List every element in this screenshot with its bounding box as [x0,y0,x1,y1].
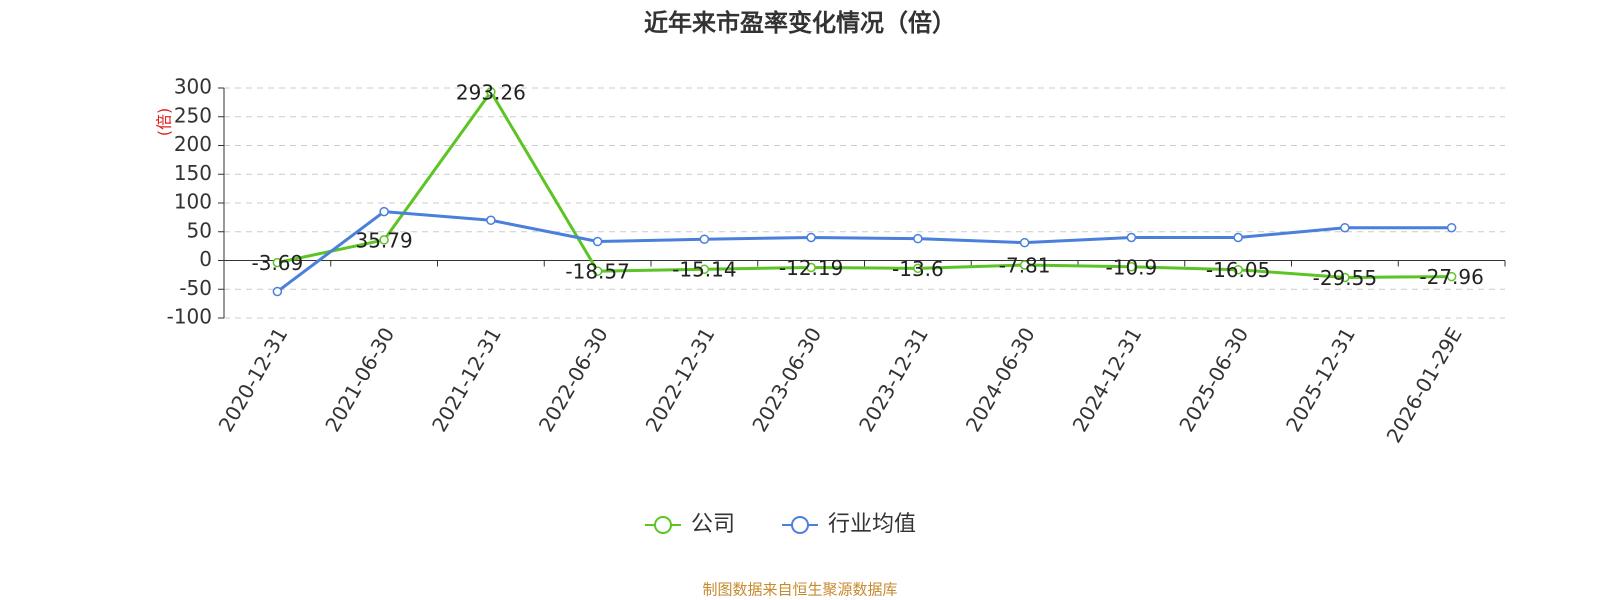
y-tick-label: -50 [179,276,212,300]
x-tick-label: 2022-12-31 [641,323,720,436]
point [1019,237,1030,248]
point [272,286,283,297]
point [1446,271,1457,282]
y-axis-label: (倍) [155,108,174,137]
x-tick-label: 2024-12-31 [1068,323,1147,436]
y-tick-label: 300 [174,75,212,99]
point [272,257,283,268]
data-label: -3.69 [252,251,304,275]
point [486,215,496,225]
data-label: -18.57 [565,260,629,284]
data-label: -27.96 [1419,265,1483,289]
point [913,263,923,274]
x-tick-label: 2024-06-30 [961,323,1040,436]
point [699,264,710,274]
point [1233,232,1243,243]
point [592,266,603,276]
point [1126,262,1137,272]
y-tick-label: 150 [174,161,212,185]
data-label: 293.26 [456,80,526,104]
x-tick-label: 2020-12-31 [214,323,293,436]
point [379,235,389,245]
point [699,234,710,244]
data-label: -15.14 [672,258,736,282]
y-tick-label: 100 [174,190,212,214]
y-tick-label: 250 [174,103,212,127]
data-label: 35.79 [355,228,412,252]
series-line [276,210,1452,293]
point [806,262,816,273]
data-label: -29.55 [1313,266,1377,290]
series-line [277,89,1452,279]
legend-label: 行业均值 [828,512,916,537]
point [1126,232,1137,243]
point [1340,222,1350,233]
legend-marker [791,516,809,534]
point [1019,260,1030,270]
legend-label: 公司 [691,512,735,537]
x-tick-label: 2023-12-31 [854,323,933,436]
point [379,206,389,217]
data-label: -16.05 [1206,258,1270,282]
source-note: 制图数据来自恒生聚源数据库 [702,581,897,599]
x-tick-label: 2023-06-30 [747,323,826,436]
data-label: -10.9 [1106,255,1158,279]
y-tick-label: 50 [187,218,212,242]
y-tick-label: -100 [167,305,212,329]
x-tick-label: 2021-12-31 [427,323,506,436]
data-label: -12.19 [779,256,843,280]
point [592,236,603,247]
y-tick-label: 0 [199,247,212,271]
point [486,87,496,97]
x-tick-label: 2025-12-31 [1281,323,1360,436]
point [1446,222,1457,233]
legend-marker [654,516,672,534]
chart-title: 近年来市盈率变化情况（倍） [644,9,956,37]
x-tick-label: 2025-06-30 [1174,323,1253,436]
data-label: -7.81 [999,253,1051,277]
point [1233,264,1243,275]
x-tick-label: 2026-01-29E [1381,323,1466,447]
data-label: -13.6 [892,257,944,281]
x-tick-label: 2021-06-30 [320,323,399,436]
y-tick-label: 200 [174,132,212,156]
x-tick-label: 2022-06-30 [534,323,613,436]
point [1340,272,1350,283]
point [806,232,816,243]
point [913,233,923,244]
